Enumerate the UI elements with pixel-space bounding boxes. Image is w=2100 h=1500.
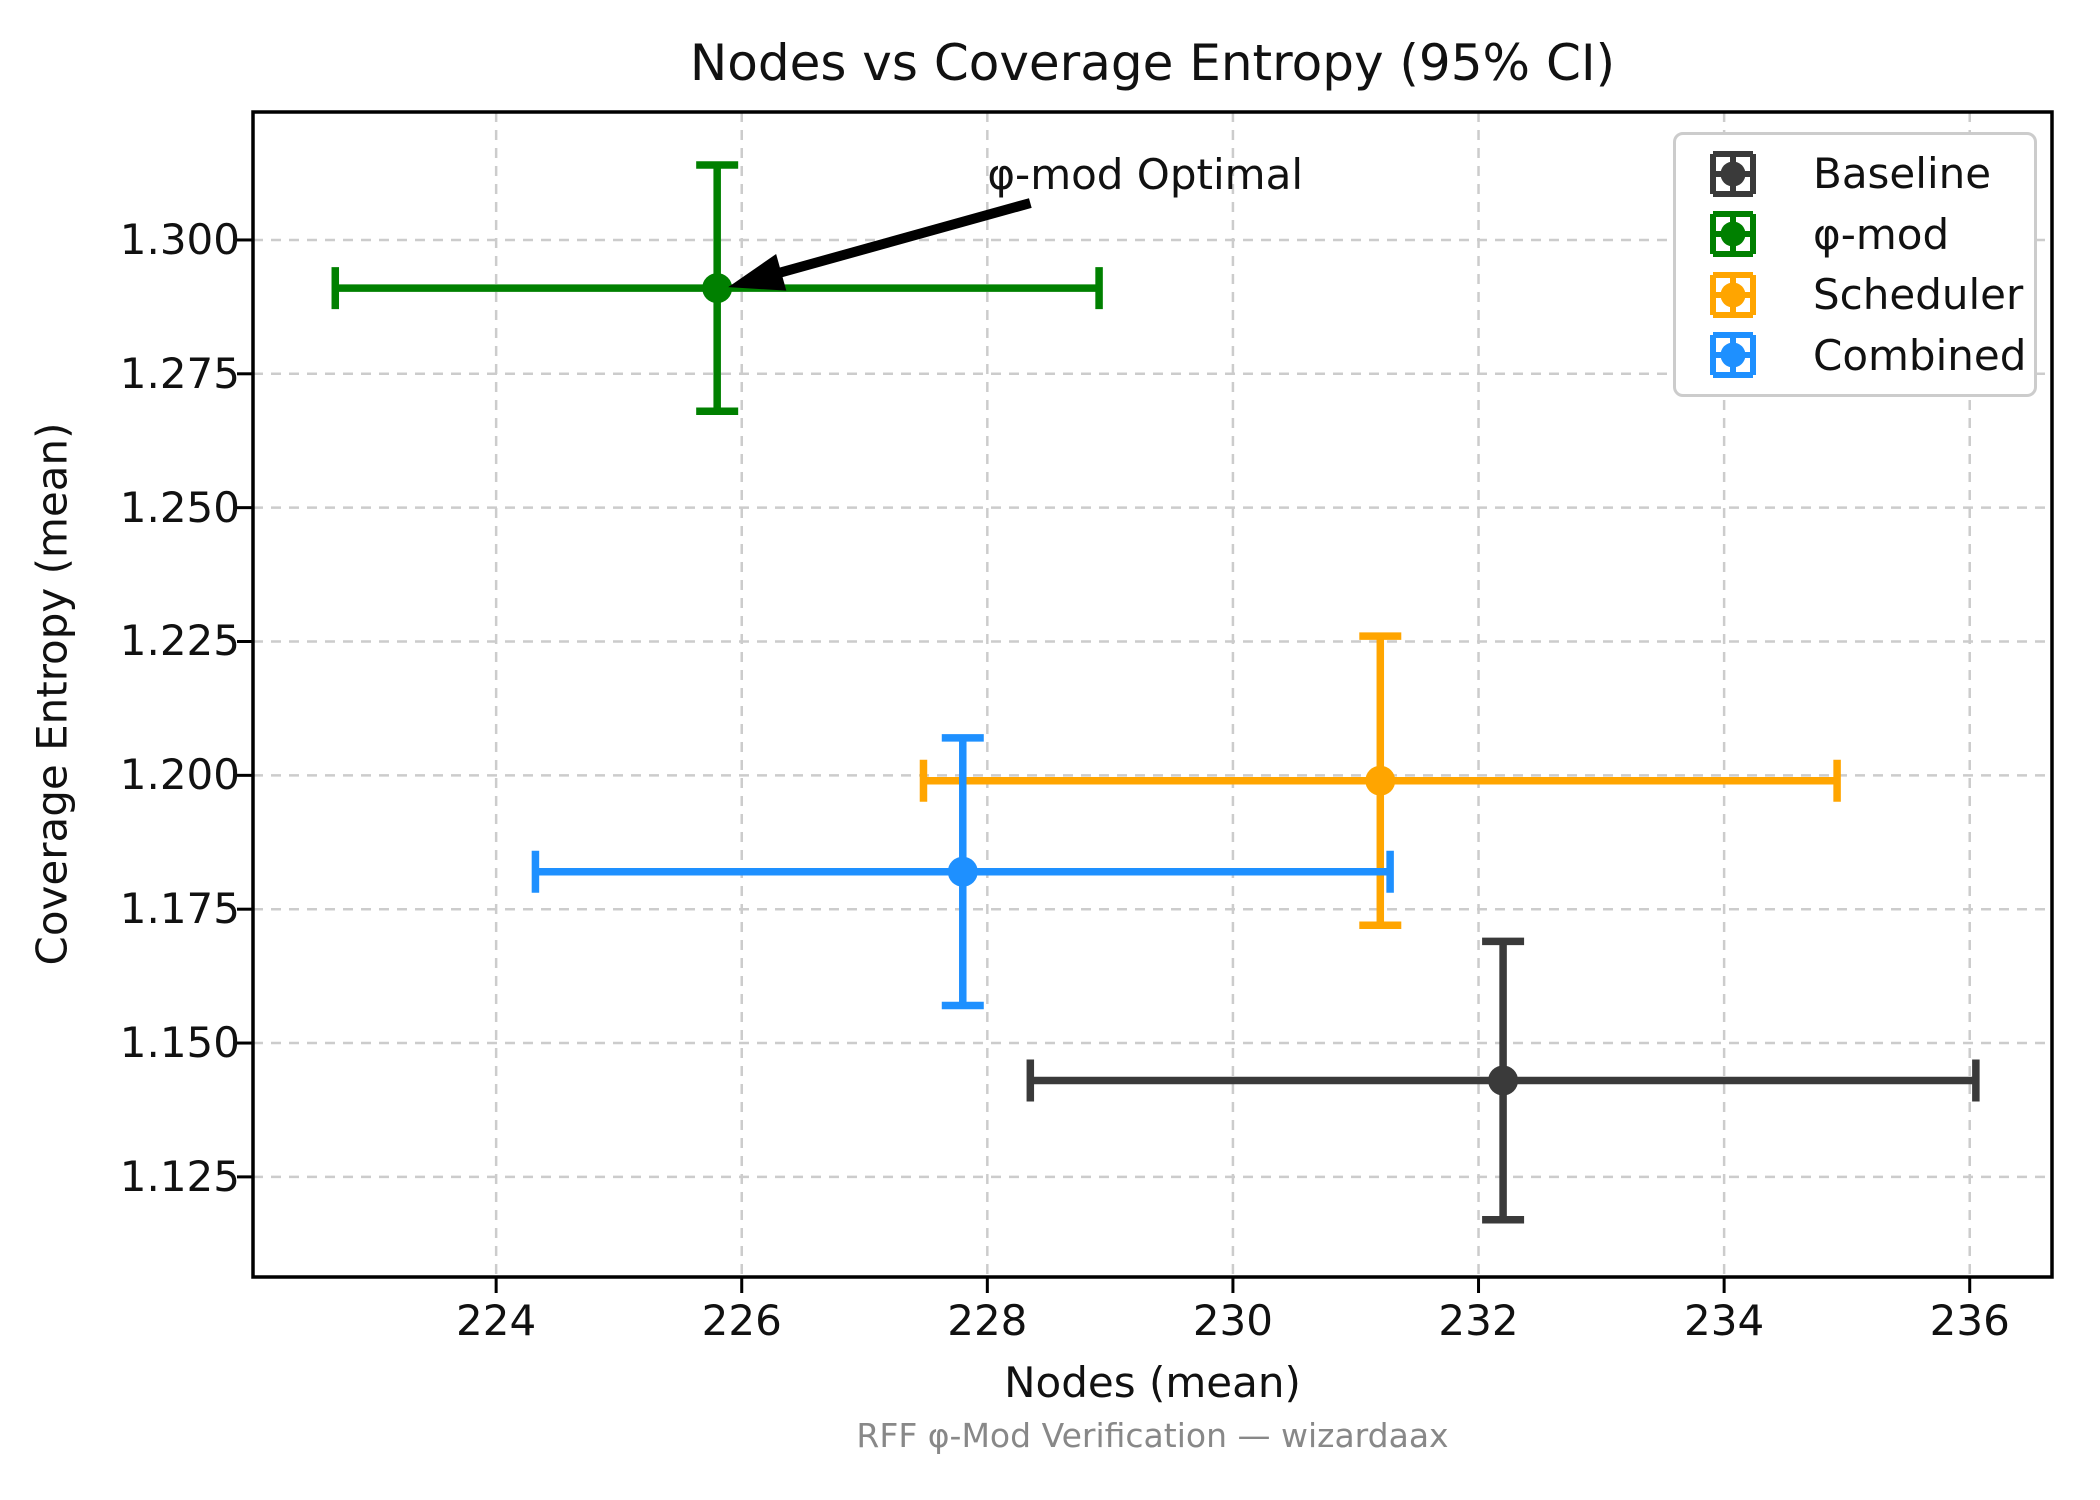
annotation-arrowhead-icon (728, 254, 787, 291)
legend-item-label: Combined (1813, 330, 2027, 380)
legend-item-phi-mod: φ-mod (1710, 206, 2034, 262)
x-axis-label: Nodes (mean) (1004, 1358, 1301, 1407)
errorbar-phi-mod (331, 161, 1103, 416)
annotation-label: φ-mod Optimal (987, 150, 1303, 199)
footer-caption: RFF φ-Mod Verification — wizardaax (856, 1416, 1449, 1455)
legend-item-baseline: Baseline (1710, 146, 2034, 202)
y-tick-label-1.175: 1.175 (119, 884, 240, 934)
x-tick-label-226: 226 (701, 1296, 782, 1345)
y-tick-label-1.300: 1.300 (119, 214, 240, 264)
errorbar-marker-icon (1710, 211, 1756, 258)
legend-item-scheduler: Scheduler (1710, 267, 2034, 323)
plot-area: φ-mod Optimal Baseline (237, 110, 2054, 1293)
errorbar-combined (531, 734, 1394, 1010)
y-tick-label-1.250: 1.250 (119, 482, 240, 532)
legend-item-label: Scheduler (1813, 270, 2024, 320)
y-tick-label-1.125: 1.125 (119, 1151, 240, 1201)
y-tick-label-1.275: 1.275 (119, 348, 240, 398)
marker-baseline (1488, 1065, 1519, 1096)
marker-scheduler (1365, 765, 1396, 796)
y-axis-label: Coverage Entropy (mean) (27, 422, 77, 966)
legend: Baseline φ-mod (1673, 132, 2037, 397)
errorbar-marker-icon (1710, 150, 1756, 197)
errorbar-marker-icon (1710, 271, 1756, 318)
errorbar-baseline (1026, 937, 1980, 1224)
x-tick-label-232: 232 (1438, 1296, 1519, 1345)
x-tick-label-228: 228 (947, 1296, 1028, 1345)
legend-item-combined: Combined (1710, 327, 2034, 383)
marker-phi-mod (702, 273, 733, 304)
annotation-arrow (773, 198, 1032, 280)
x-tick-label-236: 236 (1929, 1296, 2010, 1345)
legend-item-label: Baseline (1813, 149, 1992, 199)
y-tick-label-1.200: 1.200 (119, 750, 240, 800)
x-tick-label-234: 234 (1684, 1296, 1765, 1345)
chart-title: Nodes vs Coverage Entropy (95% CI) (689, 34, 1616, 92)
y-tick-label-1.225: 1.225 (119, 616, 240, 666)
errorbar-scheduler (919, 632, 1841, 930)
x-tick-label-230: 230 (1192, 1296, 1273, 1345)
plot-frame (251, 110, 2054, 1279)
y-tick-label-1.150: 1.150 (119, 1018, 240, 1068)
marker-combined (947, 856, 978, 887)
errorbar-marker-icon (1710, 332, 1756, 379)
x-tick-label-224: 224 (456, 1296, 537, 1345)
legend-item-label: φ-mod (1813, 209, 1950, 259)
